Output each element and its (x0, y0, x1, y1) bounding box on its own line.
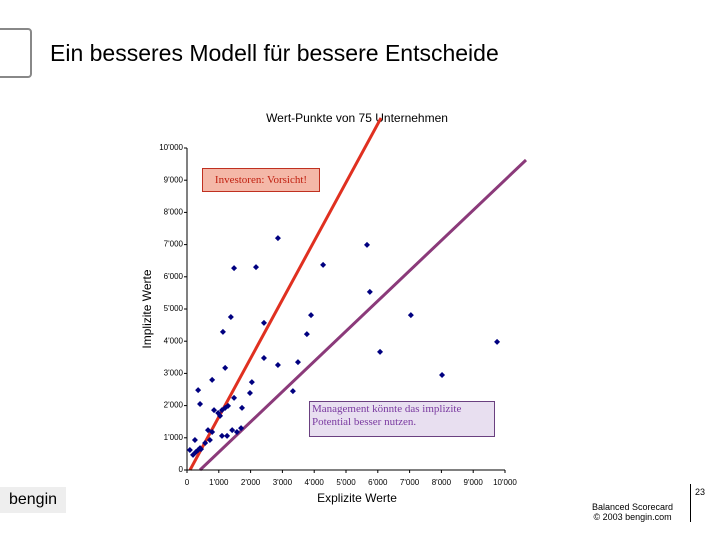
point (231, 394, 238, 401)
footer-line: Balanced Scorecard (592, 502, 674, 512)
point (303, 331, 310, 338)
x-tick-label: 1'000 (209, 478, 229, 487)
point (227, 314, 234, 321)
page-number: 23 (695, 487, 706, 497)
point (308, 312, 315, 319)
point (274, 235, 281, 242)
point (320, 261, 327, 268)
annotation-investors: Investoren: Vorsicht! (202, 168, 320, 192)
point (225, 402, 232, 409)
point (197, 400, 204, 407)
page-divider (690, 484, 691, 522)
point (218, 432, 225, 439)
y-tick-label: 4'000 (164, 336, 184, 345)
point (494, 338, 501, 345)
point (260, 319, 267, 326)
point (231, 265, 238, 272)
y-tick-label: 0 (179, 465, 184, 474)
point (407, 312, 414, 319)
x-tick-label: 10'000 (493, 478, 517, 487)
point (246, 390, 253, 397)
point (363, 241, 370, 248)
annotation-management: Management könnte das implizite Potentia… (309, 401, 495, 437)
x-tick-label: 0 (185, 478, 190, 487)
y-tick-label: 6'000 (164, 272, 184, 281)
point (253, 264, 260, 271)
x-tick-label: 9'000 (464, 478, 484, 487)
point (248, 379, 255, 386)
y-tick-label: 2'000 (164, 401, 184, 410)
x-tick-label: 4'000 (305, 478, 325, 487)
point (217, 412, 224, 419)
point (260, 354, 267, 361)
point (206, 437, 213, 444)
footer: Balanced Scorecard © 2003 bengin.com (592, 502, 673, 522)
point (238, 425, 245, 432)
point (219, 328, 226, 335)
y-tick-label: 10'000 (159, 143, 183, 152)
y-tick-label: 1'000 (164, 433, 184, 442)
y-tick-label: 9'000 (164, 175, 184, 184)
point (289, 388, 296, 395)
point (366, 288, 373, 295)
x-tick-label: 8'000 (432, 478, 452, 487)
y-tick-label: 5'000 (164, 304, 184, 313)
point (233, 429, 240, 436)
x-axis-label: Explizite Werte (317, 491, 397, 505)
point (211, 407, 218, 414)
point (222, 364, 229, 371)
y-axis-label: Implizite Werte (140, 269, 154, 348)
title-icon (0, 28, 32, 78)
x-tick-label: 2'000 (241, 478, 261, 487)
point (195, 387, 202, 394)
logo: bengin (0, 487, 66, 513)
point (294, 359, 301, 366)
point (439, 372, 446, 379)
point (209, 376, 216, 383)
y-tick-label: 3'000 (164, 369, 184, 378)
y-tick-label: 7'000 (164, 240, 184, 249)
x-tick-label: 3'000 (273, 478, 293, 487)
trend-line-purple (198, 158, 528, 472)
point (204, 427, 211, 434)
point (239, 404, 246, 411)
point (229, 427, 236, 434)
x-tick-label: 5'000 (336, 478, 356, 487)
chart-title: Wert-Punkte von 75 Unternehmen (266, 111, 448, 125)
point (377, 348, 384, 355)
point (274, 362, 281, 369)
point (209, 429, 216, 436)
point (191, 437, 198, 444)
footer-line: © 2003 bengin.com (593, 512, 672, 522)
point (186, 447, 193, 454)
x-tick-label: 7'000 (400, 478, 420, 487)
slide-title: Ein besseres Modell für bessere Entschei… (50, 40, 499, 66)
y-tick-label: 8'000 (164, 208, 184, 217)
point (197, 446, 204, 453)
point (202, 439, 209, 446)
x-tick-label: 6'000 (368, 478, 388, 487)
point (224, 432, 231, 439)
